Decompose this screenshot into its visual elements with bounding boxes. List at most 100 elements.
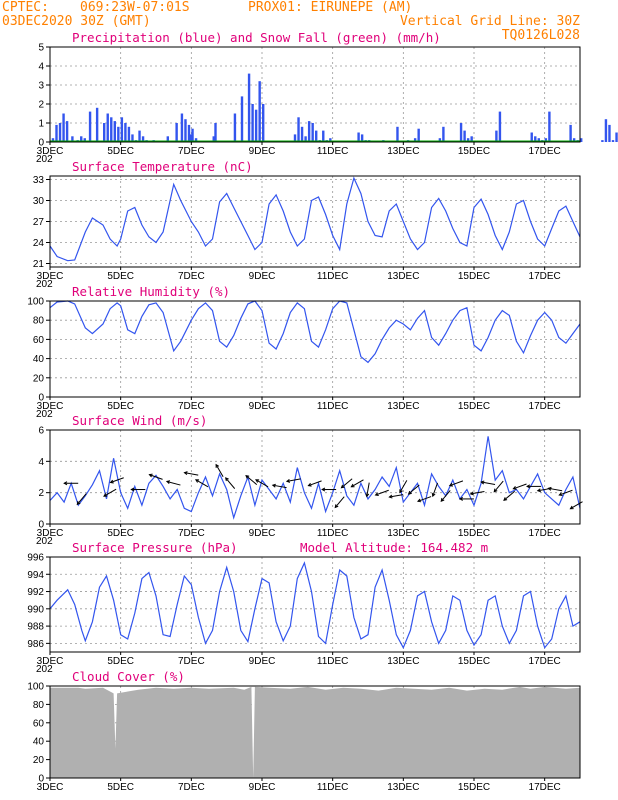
wind-arrow-shaft [417, 496, 432, 502]
humidity-panel: 0 20 40 60 80 100 3DEC 5DEC 7DEC 9DEC 11DEC 13DEC 15… [27, 284, 581, 420]
wind-arrow [503, 490, 516, 501]
precip-xtick-label: 13DEC [387, 146, 419, 157]
wind-arrow-shaft [103, 488, 117, 497]
precip-bar [131, 134, 134, 142]
precip-bar [88, 111, 92, 142]
temperature-xtick-label: 9DEC [249, 271, 276, 282]
precip-xtick-label: 5DEC [107, 146, 134, 157]
temperature-title: Surface Temperature (nC) [72, 159, 253, 174]
wind-arrow [365, 482, 370, 498]
cloud-xtick-label: 9DEC [249, 782, 276, 793]
wind-arrow [569, 501, 583, 510]
wind-xtick-label: 11DEC [317, 528, 349, 539]
temperature-xtick-label: 3DEC [37, 271, 64, 282]
humidity-xtick-label: 7DEC [178, 401, 205, 412]
temperature-panel: 21 24 27 30 33 3DEC 5DEC 7DEC 9DEC 11DEC 13DEC 15DE… [33, 159, 581, 290]
wind-arrow [493, 480, 504, 493]
wind-arrow [558, 489, 573, 497]
wind-arrow-head [558, 492, 563, 497]
pressure-series-line [49, 561, 581, 650]
wind-arrow-head [431, 492, 436, 498]
precip-ytick-label: 2 [38, 100, 44, 111]
wind-arrow [512, 483, 527, 490]
precip-bar [300, 126, 304, 142]
precip-bar [187, 124, 191, 142]
humidity-xtick-year-cut: 202 [36, 409, 53, 420]
wind-arrow [547, 486, 563, 492]
header-model: TQ0126L028 [502, 28, 580, 43]
precip-bar [322, 130, 325, 142]
cloud-title: Cloud Cover (%) [72, 669, 185, 684]
wind-arrow-shaft [432, 482, 438, 497]
cloud-ytick-label: 20 [33, 755, 45, 766]
precip-bar [580, 138, 583, 142]
wind-arrow-shaft [255, 479, 269, 488]
wind-xtick-label: 9DEC [249, 528, 276, 539]
wind-arrow [480, 480, 496, 485]
wind-arrow-shaft [559, 489, 573, 496]
wind-arrow [109, 477, 124, 484]
pressure-xtick-label: 9DEC [249, 656, 276, 667]
wind-arrow-shaft [334, 496, 345, 508]
wind-arrow-head [458, 496, 463, 501]
precip-bar [262, 104, 265, 142]
wind-xtick-year-cut: 202 [36, 536, 53, 547]
precip-bar [442, 126, 445, 142]
temperature-xtick-label: 5DEC [107, 271, 134, 282]
wind-xtick-label: 17DEC [529, 528, 561, 539]
precip-panel: 0 1 2 3 4 5 3DEC 5DEC 7DEC 9DEC 11DEC 13DEC 15DEC 17D… [36, 30, 618, 165]
precip-bar [117, 126, 120, 142]
temperature-ytick-label: 21 [33, 259, 45, 270]
temperature-ytick-label: 24 [33, 238, 45, 249]
pressure-xtick-label: 11DEC [317, 656, 349, 667]
cloud-xtick-label: 5DEC [107, 782, 134, 793]
precip-bar [459, 123, 463, 142]
wind-arrow [245, 474, 258, 486]
pressure-xtick-label: 13DEC [387, 656, 419, 667]
humidity-xtick-label: 3DEC [37, 401, 64, 412]
precip-bar [71, 136, 74, 142]
precip-bar [175, 123, 178, 142]
precip-bar [438, 138, 442, 142]
wind-arrow-head [334, 504, 339, 509]
wind-arrow-head [307, 482, 312, 487]
precip-bar [138, 130, 141, 142]
header-date: 03DEC2020 30Z (GMT) [2, 14, 151, 29]
temperature-xtick-label: 11DEC [317, 271, 349, 282]
precip-bar [110, 117, 113, 142]
temperature-xtick-year-cut: 202 [36, 279, 53, 290]
header-coordinates: 069:23W-07:01S [80, 0, 190, 15]
humidity-xtick-label: 13DEC [387, 401, 419, 412]
precip-bar [311, 123, 314, 142]
wind-arrow-head [469, 491, 474, 496]
precip-bar [120, 117, 124, 142]
wind-xtick-label: 15DEC [458, 528, 490, 539]
wind-arrow-head [448, 482, 453, 487]
wind-arrow-head [536, 488, 541, 493]
precip-bar [127, 126, 131, 142]
wind-arrow [334, 496, 345, 509]
wind-arrow [388, 494, 404, 499]
precip-ytick-label: 1 [38, 119, 44, 130]
wind-arrow [76, 493, 87, 506]
precip-bar [214, 123, 217, 142]
wind-arrow-shaft [166, 480, 181, 486]
precip-bar [124, 123, 127, 142]
precip-bar [103, 123, 106, 142]
header-vertical-grid: Vertical Grid Line: 30Z [400, 14, 580, 29]
precip-bar [534, 136, 537, 142]
wind-arrow-shaft [399, 480, 408, 493]
temperature-xtick-label: 17DEC [529, 271, 561, 282]
cloud-xtick-label: 11DEC [317, 782, 349, 793]
wind-xtick-label: 3DEC [37, 528, 64, 539]
precip-bar [293, 134, 297, 142]
humidity-ytick-label: 60 [33, 335, 45, 346]
precip-bar [297, 117, 300, 142]
wind-arrow-shaft [286, 478, 301, 482]
wind-arrow [340, 478, 353, 489]
wind-xtick-label: 5DEC [107, 528, 134, 539]
precip-bar [608, 124, 611, 142]
precip-bar [569, 124, 572, 142]
humidity-plot-area [50, 301, 580, 397]
